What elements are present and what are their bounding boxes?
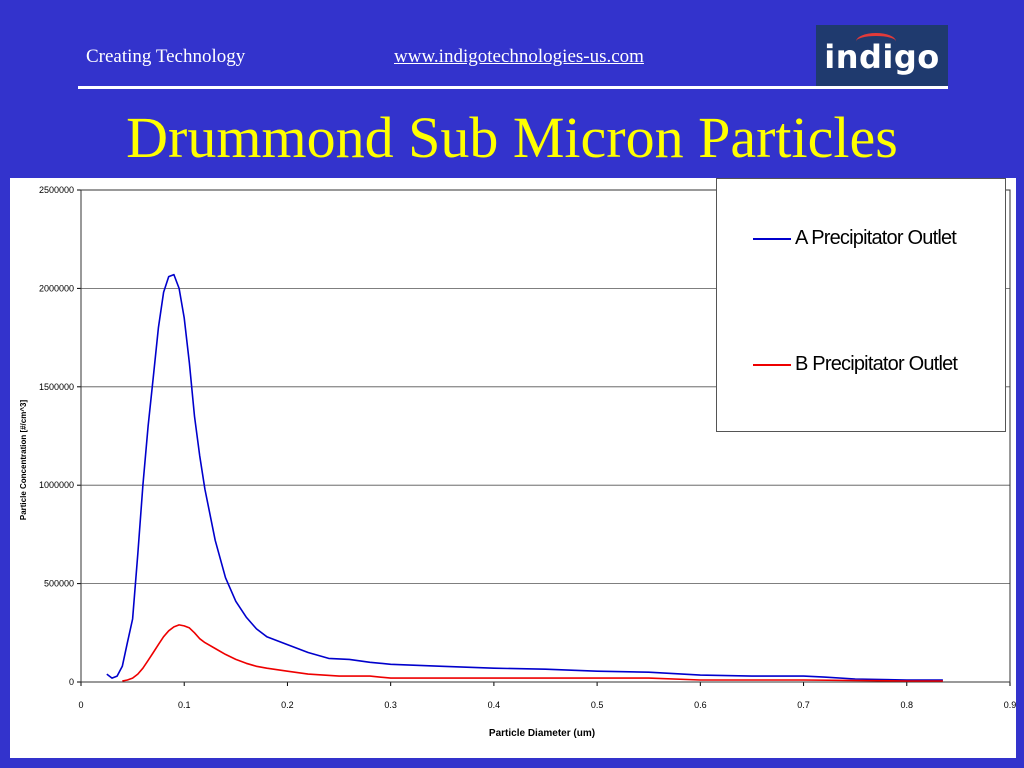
company-logo: indigo	[816, 25, 948, 87]
website-link[interactable]: www.indigotechnologies-us.com	[394, 46, 644, 67]
series-lines	[106, 273, 943, 682]
x-tick-label: 0.6	[694, 700, 707, 710]
y-tick-label: 500000	[44, 579, 74, 589]
slide-title: Drummond Sub Micron Particles	[126, 105, 898, 170]
logo-text: indigo	[824, 38, 940, 76]
x-tick-label: 0.3	[384, 700, 397, 710]
logo-arc-icon	[856, 33, 896, 50]
y-tick-label: 1500000	[39, 382, 74, 392]
x-tick-label: 0.9	[1004, 700, 1016, 710]
plot-frame	[80, 189, 1011, 683]
series-line-b	[122, 624, 943, 682]
header-tagline: Creating Technology	[86, 46, 246, 67]
x-tick-label: 0.5	[591, 700, 604, 710]
y-axis-label: Particle Concentration [#/cm^3]	[19, 400, 28, 521]
x-tick-label: 0.1	[178, 700, 191, 710]
y-tick-label: 2000000	[39, 283, 74, 293]
x-axis-label: Particle Diameter (um)	[489, 728, 595, 739]
chart-panel: 0 500000 1000000 1500000 2000000 2500000 0 0.1 0…	[10, 178, 1016, 758]
legend-swatch-b	[753, 363, 791, 366]
legend-item-series-b: B Precipitator Outlet	[753, 353, 958, 376]
x-tick-label: 0.8	[901, 700, 914, 710]
legend-label-b: B Precipitator Outlet	[795, 353, 958, 375]
y-tick-label: 0	[69, 677, 74, 687]
legend-item-series-a: A Precipitator Outlet	[753, 227, 957, 250]
axes: 0 500000 1000000 1500000 2000000 2500000 0 0.1 0…	[39, 185, 1016, 710]
header-divider	[78, 86, 948, 89]
x-tick-label: 0.2	[281, 700, 294, 710]
x-tick-label: 0.7	[797, 700, 810, 710]
chart-legend: A Precipitator Outlet B Precipitator Out…	[716, 178, 1006, 432]
y-tick-label: 2500000	[39, 185, 74, 195]
legend-swatch-a	[753, 237, 791, 240]
x-tick-label: 0	[78, 700, 83, 710]
legend-label-a: A Precipitator Outlet	[795, 227, 957, 249]
y-tick-label: 1000000	[39, 480, 74, 490]
series-line-a	[106, 273, 943, 681]
x-tick-label: 0.4	[488, 700, 501, 710]
